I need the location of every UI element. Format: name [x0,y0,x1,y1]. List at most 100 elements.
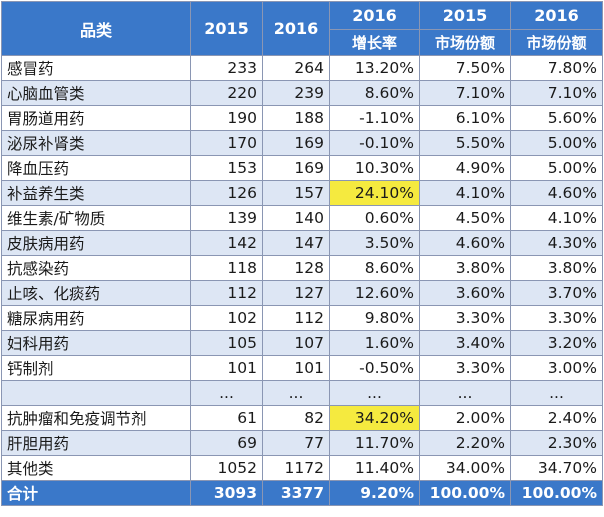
value-2016: 239 [262,80,330,106]
value-2016: 264 [262,55,330,81]
growth-rate: 0.60% [329,205,420,231]
growth-rate: 9.80% [329,305,420,331]
growth-rate: 8.60% [329,80,420,106]
growth-rate: 13.20% [329,55,420,81]
header-2015-value: 2015 [190,1,263,56]
share-2015: 3.60% [419,280,511,306]
value-2016: 128 [262,255,330,281]
growth-rate: 34.20% [329,405,420,431]
category-name: 感冒药 [1,55,191,81]
header-share2016-year: 2016 [510,1,603,30]
category-name: 心脑血管类 [1,80,191,106]
header-growth-label: 增长率 [329,29,420,56]
table-footer: 合计 3093 3377 9.20% 100.00% 100.00% [1,480,603,506]
growth-rate: -0.10% [329,130,420,156]
growth-rate: 11.40% [329,455,420,481]
value-2015: 142 [190,230,263,256]
value-2016: 1172 [262,455,330,481]
category-name: 止咳、化痰药 [1,280,191,306]
value-2016: 188 [262,105,330,131]
share-2016: 2.30% [510,430,603,456]
share-2015: 2.00% [419,405,511,431]
value-2015: 105 [190,330,263,356]
share-2015: ... [419,380,511,406]
table-row: ............... [1,380,603,406]
table-row: 妇科用药 105 107 1.60% 3.40% 3.20% [1,330,603,356]
value-2015: 61 [190,405,263,431]
value-2015: 101 [190,355,263,381]
value-2015: 126 [190,180,263,206]
table-row: 心脑血管类 220 239 8.60% 7.10% 7.10% [1,80,603,106]
share-2015: 3.30% [419,355,511,381]
table-row: 皮肤病用药 142 147 3.50% 4.60% 4.30% [1,230,603,256]
total-row: 合计 3093 3377 9.20% 100.00% 100.00% [1,480,603,506]
header-growth-year: 2016 [329,1,420,30]
share-2015: 2.20% [419,430,511,456]
value-2015: 220 [190,80,263,106]
value-2015: 233 [190,55,263,81]
growth-rate: -1.10% [329,105,420,131]
category-name: 肝胆用药 [1,430,191,456]
table-row: 其他类 1052 1172 11.40% 34.00% 34.70% [1,455,603,481]
share-2015: 3.40% [419,330,511,356]
table-row: 肝胆用药 69 77 11.70% 2.20% 2.30% [1,430,603,456]
value-2016: 169 [262,155,330,181]
table-row: 止咳、化痰药 112 127 12.60% 3.60% 3.70% [1,280,603,306]
category-name: 抗肿瘤和免疫调节剂 [1,405,191,431]
growth-rate: 1.60% [329,330,420,356]
value-2015: 170 [190,130,263,156]
value-2015: 190 [190,105,263,131]
share-2016: 5.00% [510,155,603,181]
value-2016: 77 [262,430,330,456]
value-2015: 139 [190,205,263,231]
header-share2015-year: 2015 [419,1,511,30]
table-row: 抗肿瘤和免疫调节剂 61 82 34.20% 2.00% 2.40% [1,405,603,431]
share-2015: 7.50% [419,55,511,81]
value-2016: 112 [262,305,330,331]
category-name: 妇科用药 [1,330,191,356]
share-2015: 4.90% [419,155,511,181]
growth-rate: 3.50% [329,230,420,256]
category-name: 胃肠道用药 [1,105,191,131]
share-2015: 3.30% [419,305,511,331]
value-2015: 1052 [190,455,263,481]
category-name: 皮肤病用药 [1,230,191,256]
total-2015: 3093 [190,480,263,506]
growth-rate: 10.30% [329,155,420,181]
category-name: 抗感染药 [1,255,191,281]
value-2016: 157 [262,180,330,206]
category-name: 钙制剂 [1,355,191,381]
table-row: 糖尿病用药 102 112 9.80% 3.30% 3.30% [1,305,603,331]
value-2016: 127 [262,280,330,306]
total-share2015: 100.00% [419,480,511,506]
share-2016: 3.80% [510,255,603,281]
share-2016: 5.00% [510,130,603,156]
share-2016: 3.70% [510,280,603,306]
category-name: 维生素/矿物质 [1,205,191,231]
value-2016: 107 [262,330,330,356]
share-2016: ... [510,380,603,406]
growth-rate: 24.10% [329,180,420,206]
growth-rate: 11.70% [329,430,420,456]
value-2015: 69 [190,430,263,456]
table-row: 感冒药 233 264 13.20% 7.50% 7.80% [1,55,603,81]
value-2016: 169 [262,130,330,156]
table-body: 感冒药 233 264 13.20% 7.50% 7.80% 心脑血管类 220 239 8.60… [1,55,603,481]
header-share2016-label: 市场份额 [510,29,603,56]
table-header: 品类 2015 2016 2016 2015 2016 增长率 市场份额 市场份… [1,1,603,56]
drug-category-table: 品类 2015 2016 2016 2015 2016 增长率 市场份额 市场份… [1,1,603,506]
category-name: 其他类 [1,455,191,481]
growth-rate: ... [329,380,420,406]
table-row: 胃肠道用药 190 188 -1.10% 6.10% 5.60% [1,105,603,131]
category-name [1,380,191,406]
share-2016: 4.60% [510,180,603,206]
value-2015: 112 [190,280,263,306]
share-2016: 4.30% [510,230,603,256]
table-row: 维生素/矿物质 139 140 0.60% 4.50% 4.10% [1,205,603,231]
value-2015: 102 [190,305,263,331]
category-name: 补益养生类 [1,180,191,206]
total-label: 合计 [1,480,191,506]
table-row: 补益养生类 126 157 24.10% 4.10% 4.60% [1,180,603,206]
share-2016: 7.80% [510,55,603,81]
total-growth: 9.20% [329,480,420,506]
